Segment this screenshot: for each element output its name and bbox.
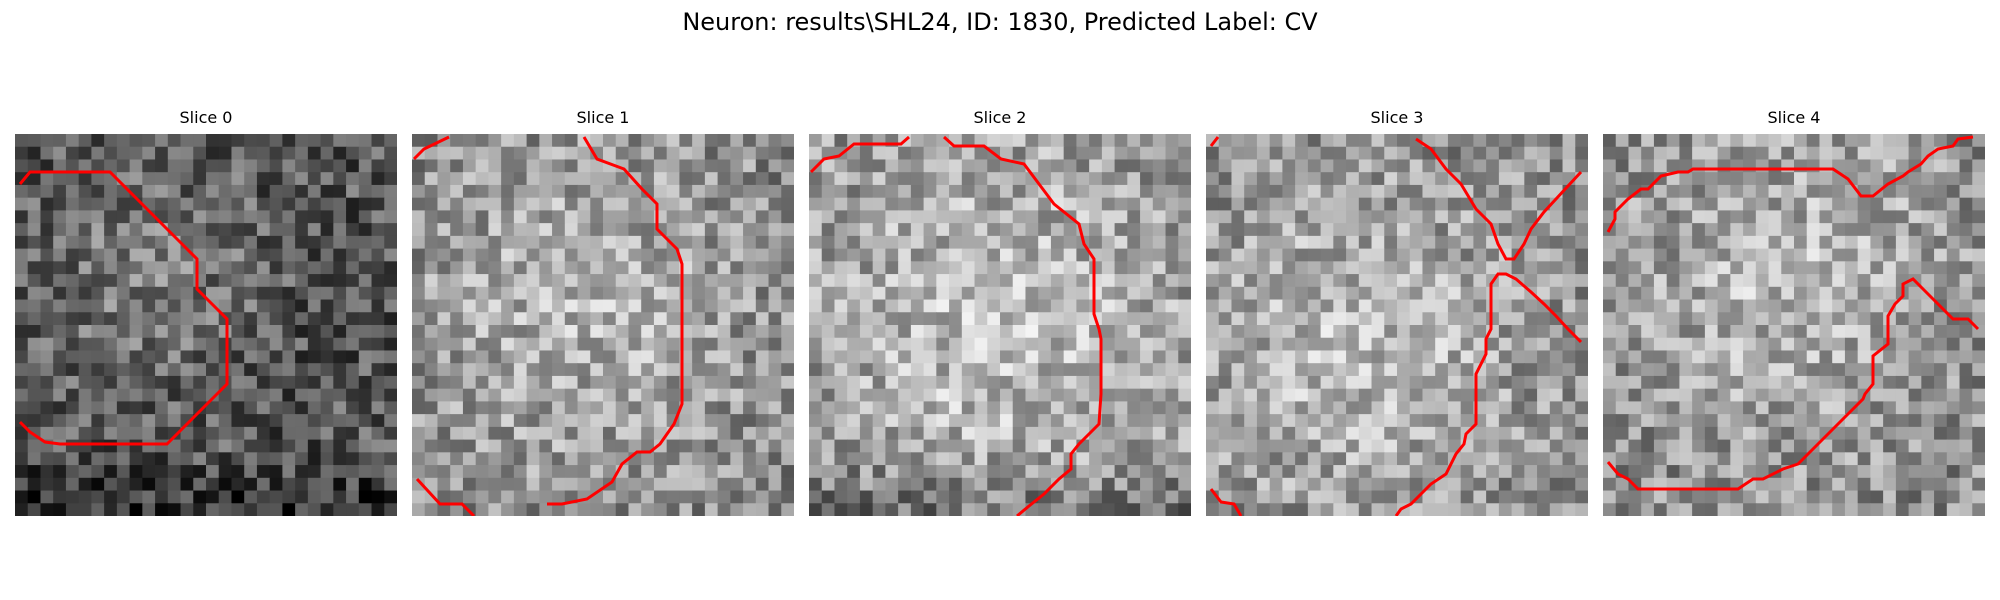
cell-contour [809, 135, 910, 174]
cell-contour [547, 136, 684, 506]
cell-contour [18, 170, 229, 446]
slice-title: Slice 1 [576, 108, 630, 127]
contour-group [1209, 136, 1583, 516]
cell-contour [1394, 272, 1583, 516]
pixel-grid [1603, 134, 1985, 516]
slice-title: Slice 2 [973, 108, 1027, 127]
slice-image [1206, 134, 1588, 516]
cell-contour [942, 135, 1103, 516]
slice-image [412, 134, 794, 516]
slice-image [15, 134, 397, 516]
cell-contour [412, 135, 450, 161]
contour-group [1606, 135, 1980, 491]
slice-title: Slice 3 [1370, 108, 1424, 127]
slice-panel-3: Slice 3 [1206, 108, 1588, 516]
contour-group [809, 135, 1103, 516]
contour-group [412, 135, 684, 516]
slice-panel-2: Slice 2 [809, 108, 1191, 516]
pixel-grid [412, 134, 794, 516]
cell-contour [1415, 137, 1583, 261]
slice-title: Slice 0 [179, 108, 233, 127]
cell-contour [1209, 488, 1243, 516]
cell-contour [1606, 277, 1980, 491]
pixel-grid [15, 134, 397, 516]
cell-contour [1209, 136, 1220, 147]
slice-panel-4: Slice 4 [1603, 108, 1985, 516]
pixel-grid [1206, 134, 1588, 516]
cell-contour [1606, 135, 1974, 233]
slice-panel-0: Slice 0 [15, 108, 397, 516]
slice-image [809, 134, 1191, 516]
slice-image [1603, 134, 1985, 516]
slice-title: Slice 4 [1767, 108, 1821, 127]
contour-group [18, 170, 229, 446]
cell-contour [415, 477, 476, 516]
slice-panel-1: Slice 1 [412, 108, 794, 516]
pixel-grid [809, 134, 1191, 516]
figure-title: Neuron: results\SHL24, ID: 1830, Predict… [682, 8, 1318, 36]
